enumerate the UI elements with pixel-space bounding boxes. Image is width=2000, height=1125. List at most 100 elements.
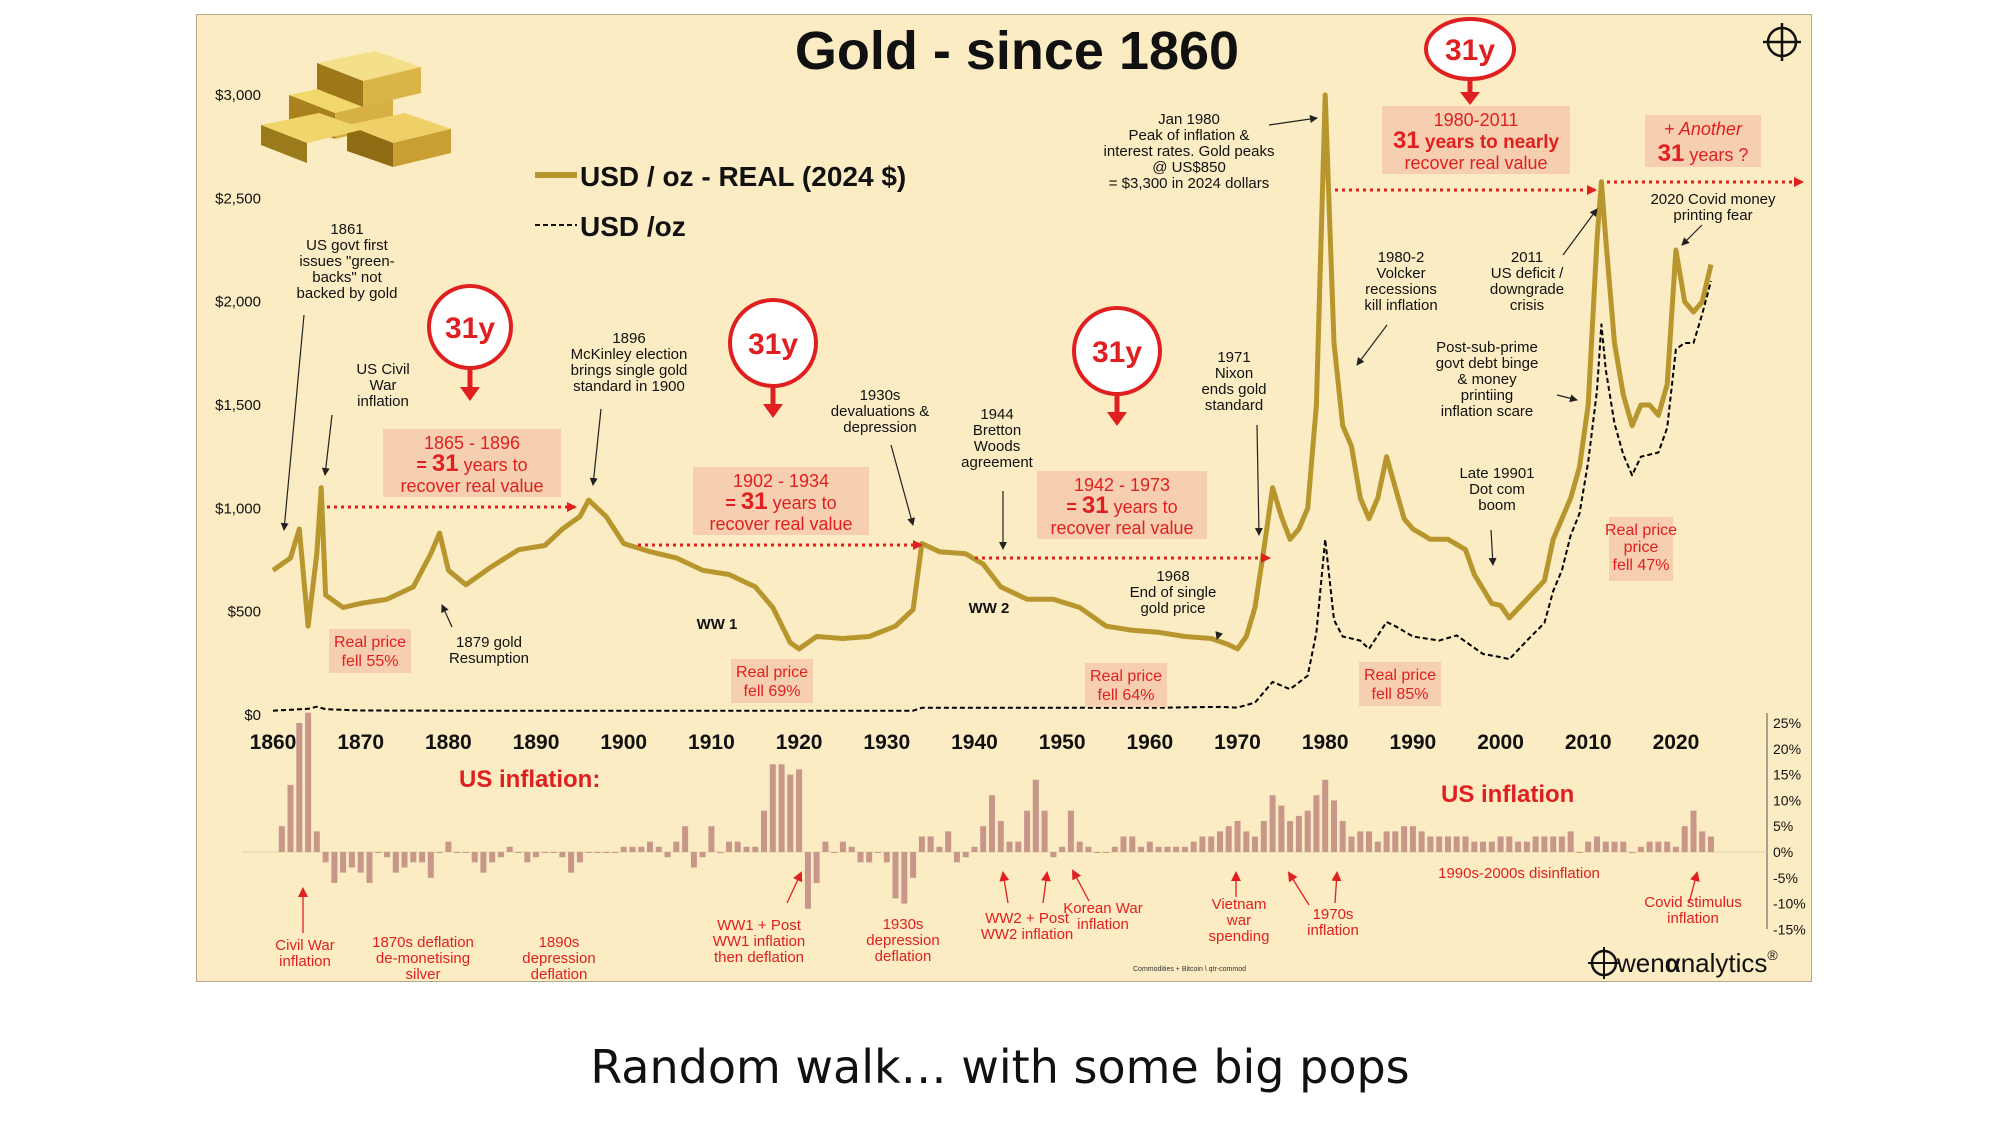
annotation-dot-com: Late 19901 Dot com boom (1459, 465, 1534, 514)
x-tick-label: 1970 (1214, 731, 1261, 754)
infl-note-1890s: 1890s depression deflation (522, 934, 595, 983)
annotation-volcker: 1980-2 Volcker recessions kill inflation (1364, 249, 1437, 314)
inflation-bar (1111, 846, 1118, 852)
inflation-bar (454, 852, 461, 853)
inflation-bar (612, 852, 618, 853)
badge-31y-2: 31y (728, 298, 818, 418)
inflation-bar (287, 784, 294, 852)
inflation-tick-label: 25% (1773, 715, 1801, 731)
inflation-tick-label: 15% (1773, 767, 1801, 783)
inflation-bar (910, 852, 917, 878)
annotation-2011: 2011 US deficit / downgrade crisis (1490, 249, 1564, 314)
inflation-bar (603, 852, 610, 853)
inflation-bar (1664, 841, 1671, 852)
slide-caption: Random walk… with some big pops (590, 1040, 1410, 1094)
svg-text:1865 - 1896: 1865 - 1896 (424, 433, 520, 453)
svg-text:31y: 31y (1092, 336, 1142, 369)
inflation-bar (892, 852, 899, 899)
inflation-bar (717, 852, 724, 853)
inflation-bar (883, 852, 890, 863)
inflation-bar (1120, 836, 1127, 852)
svg-text:+ Another: + Another (1664, 119, 1743, 139)
fall-box-64: Real price fell 64% (1085, 663, 1167, 707)
svg-text:fell 47%: fell 47% (1613, 557, 1670, 574)
y-tick-label: $2,500 (215, 190, 261, 207)
y-tick-label: $500 (228, 604, 261, 621)
inflation-bar (1366, 831, 1372, 852)
inflation-bar (524, 852, 531, 863)
svg-text:Real price: Real price (736, 664, 808, 681)
annotation-jan-1980: Jan 1980 Peak of inflation & interest rate… (1104, 111, 1275, 192)
inflation-bar (313, 831, 320, 852)
inflation-bar (1129, 836, 1136, 852)
inflation-bar (752, 846, 759, 852)
recovery-box-2: 1902 - 1934 = 31 years to recover real v… (693, 467, 869, 535)
inflation-arrows (298, 869, 1700, 933)
x-tick-label: 2000 (1477, 731, 1524, 754)
series-line-nominal (272, 280, 1712, 712)
price-lines (271, 92, 1714, 712)
inflation-tick-label: -15% (1773, 921, 1806, 937)
svg-text:Real price: Real price (334, 634, 406, 651)
badge-31y-1: 31y (427, 284, 513, 401)
inflation-bar (445, 841, 452, 852)
svg-text:1980-2011: 1980-2011 (1434, 110, 1519, 130)
inflation-bar (1085, 846, 1092, 852)
inflation-bar (936, 846, 943, 852)
inflation-bar (1059, 846, 1066, 852)
fall-box-55: Real price fell 55% (329, 629, 411, 673)
inflation-bar (1260, 821, 1267, 852)
inflation-bar (366, 852, 373, 883)
inflation-bars (278, 712, 1714, 909)
x-tick-label: 1990 (1390, 731, 1437, 754)
inflation-bar (787, 774, 794, 852)
x-tick-label: 1960 (1126, 731, 1173, 754)
inflation-bar (1076, 841, 1083, 852)
y-tick-label: $2,000 (215, 294, 261, 311)
inflation-bar (1322, 779, 1329, 852)
inflation-bar (831, 852, 838, 853)
inflation-bar (1602, 841, 1609, 852)
inflation-bar (1655, 841, 1662, 852)
annotation-1944: 1944 Bretton Woods agreement (961, 406, 1034, 471)
gold-chart: Gold - since 1860 $0 $500 $1,000 $1,500 $2,0… (215, 17, 1806, 983)
inflation-bar (305, 712, 312, 852)
legend: USD / oz - REAL (2024 $) USD /oz (535, 161, 906, 242)
inflation-bar (1164, 846, 1171, 852)
x-tick-label: 1930 (863, 731, 910, 754)
inflation-tick-label: -10% (1773, 896, 1806, 912)
inflation-bar (1348, 836, 1355, 852)
inflation-bar (357, 852, 364, 873)
y-tick-label: $1,000 (215, 500, 261, 517)
inflation-bar (1225, 826, 1232, 852)
inflation-bar (550, 852, 557, 853)
inflation-bar (708, 826, 715, 852)
gold-bars-icon (261, 51, 451, 167)
infl-note-korea: Korean War inflation (1063, 900, 1142, 933)
crosshair-icon (1763, 23, 1801, 61)
inflation-bar (1304, 810, 1311, 852)
inflation-bar (1576, 852, 1583, 853)
inflation-bar (1173, 846, 1180, 852)
inflation-bar (1190, 841, 1197, 852)
inflation-bar (699, 852, 706, 858)
inflation-bar (401, 852, 408, 868)
inflation-bar (1690, 810, 1697, 852)
x-tick-label: 1980 (1302, 731, 1349, 754)
inflation-bar (1445, 836, 1451, 852)
x-tick-label: 1880 (425, 731, 472, 754)
inflation-bar (1436, 836, 1443, 852)
inflation-bar (340, 852, 347, 873)
inflation-bar (427, 852, 434, 878)
annotation-ww2: WW 2 (969, 600, 1010, 617)
another-31-years-box: + Another 31 years ? (1645, 115, 1761, 167)
annotation-1930s: 1930s devaluations & depression (831, 387, 929, 436)
inflation-tick-label: 20% (1773, 741, 1801, 757)
inflation-bar (1067, 810, 1074, 852)
inflation-bar (1269, 795, 1276, 852)
inflation-bar (348, 852, 355, 868)
inflation-bar (945, 831, 952, 852)
inflation-bar (1217, 831, 1223, 852)
svg-text:Real price: Real price (1605, 522, 1677, 539)
inflation-bar (1357, 831, 1364, 852)
